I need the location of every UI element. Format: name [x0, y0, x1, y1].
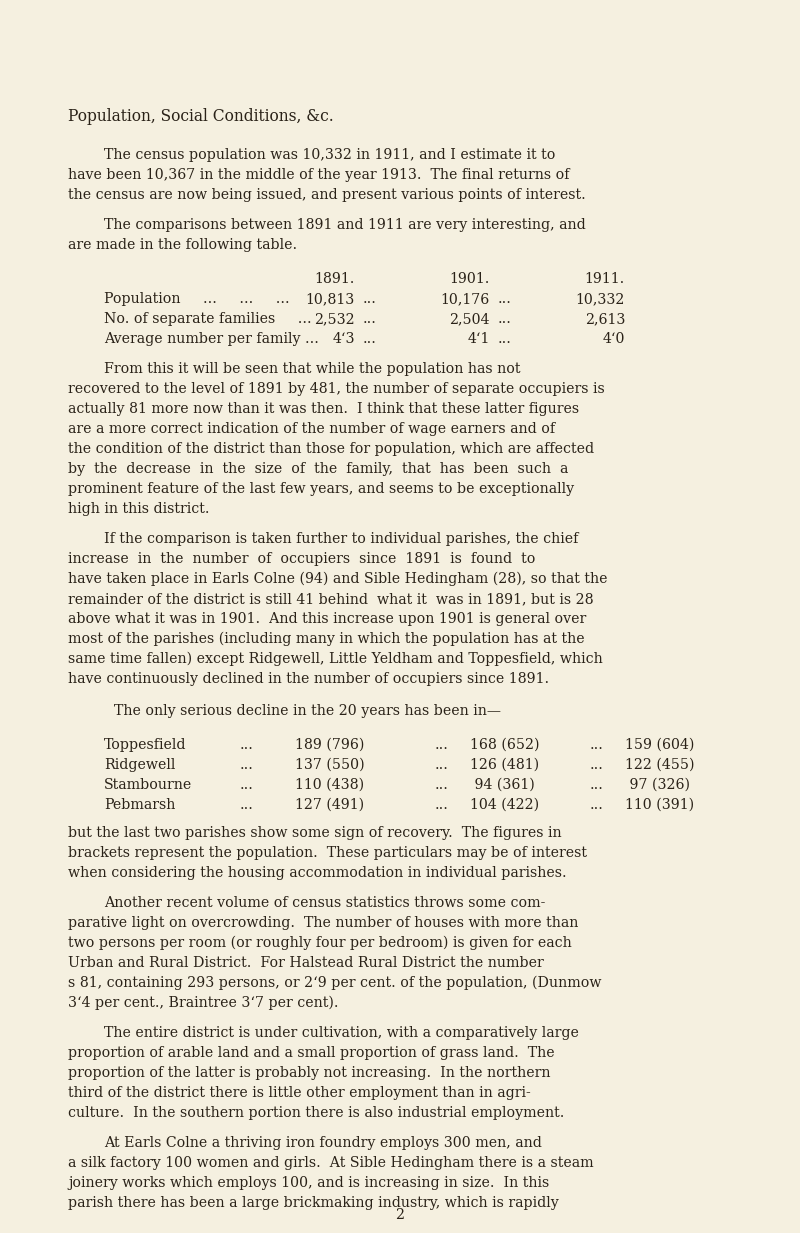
- Text: ...: ...: [590, 778, 604, 792]
- Text: 1911.: 1911.: [585, 272, 625, 286]
- Text: remainder of the district is still 41 behind  what it  was in 1891, but is 28: remainder of the district is still 41 be…: [68, 592, 594, 605]
- Text: ...: ...: [435, 798, 449, 813]
- Text: ...: ...: [240, 798, 254, 813]
- Text: when considering the housing accommodation in individual parishes.: when considering the housing accommodati…: [68, 866, 566, 880]
- Text: ...: ...: [498, 312, 512, 326]
- Text: by  the  decrease  in  the  size  of  the  family,  that  has  been  such  a: by the decrease in the size of the famil…: [68, 462, 568, 476]
- Text: 159 (604): 159 (604): [625, 739, 694, 752]
- Text: most of the parishes (including many in which the population has at the: most of the parishes (including many in …: [68, 633, 585, 646]
- Text: are a more correct indication of the number of wage earners and of: are a more correct indication of the num…: [68, 422, 555, 436]
- Text: above what it was in 1901.  And this increase upon 1901 is general over: above what it was in 1901. And this incr…: [68, 612, 586, 626]
- Text: proportion of the latter is probably not increasing.  In the northern: proportion of the latter is probably not…: [68, 1067, 550, 1080]
- Text: have been 10,367 in the middle of the year 1913.  The final returns of: have been 10,367 in the middle of the ye…: [68, 168, 570, 182]
- Text: ...: ...: [498, 292, 512, 306]
- Text: ...: ...: [498, 332, 512, 346]
- Text: Average number per family ...: Average number per family ...: [104, 332, 319, 346]
- Text: 2: 2: [395, 1208, 405, 1222]
- Text: At Earls Colne a thriving iron foundry employs 300 men, and: At Earls Colne a thriving iron foundry e…: [104, 1136, 542, 1150]
- Text: Pebmarsh: Pebmarsh: [104, 798, 175, 813]
- Text: increase  in  the  number  of  occupiers  since  1891  is  found  to: increase in the number of occupiers sinc…: [68, 552, 535, 566]
- Text: 127 (491): 127 (491): [295, 798, 364, 813]
- Text: From this it will be seen that while the population has not: From this it will be seen that while the…: [104, 363, 521, 376]
- Text: 2,532: 2,532: [314, 312, 355, 326]
- Text: Another recent volume of census statistics throws some com-: Another recent volume of census statisti…: [104, 896, 546, 910]
- Text: Toppesfield: Toppesfield: [104, 739, 186, 752]
- Text: brackets represent the population.  These particulars may be of interest: brackets represent the population. These…: [68, 846, 587, 859]
- Text: a silk factory 100 women and girls.  At Sible Hedingham there is a steam: a silk factory 100 women and girls. At S…: [68, 1157, 594, 1170]
- Text: 2,613: 2,613: [585, 312, 625, 326]
- Text: 4‘1: 4‘1: [468, 332, 490, 346]
- Text: 189 (796): 189 (796): [295, 739, 364, 752]
- Text: ...: ...: [363, 292, 377, 306]
- Text: Population     ...     ...     ...: Population ... ... ...: [104, 292, 290, 306]
- Text: The entire district is under cultivation, with a comparatively large: The entire district is under cultivation…: [104, 1026, 579, 1039]
- Text: 10,176: 10,176: [441, 292, 490, 306]
- Text: 10,332: 10,332: [576, 292, 625, 306]
- Text: ...: ...: [435, 758, 449, 772]
- Text: No. of separate families     ...: No. of separate families ...: [104, 312, 312, 326]
- Text: 4‘3: 4‘3: [333, 332, 355, 346]
- Text: same time fallen) except Ridgewell, Little Yeldham and Toppesfield, which: same time fallen) except Ridgewell, Litt…: [68, 652, 602, 666]
- Text: the condition of the district than those for population, which are affected: the condition of the district than those…: [68, 441, 594, 456]
- Text: If the comparison is taken further to individual parishes, the chief: If the comparison is taken further to in…: [104, 531, 578, 546]
- Text: Ridgewell: Ridgewell: [104, 758, 175, 772]
- Text: two persons per room (or roughly four per bedroom) is given for each: two persons per room (or roughly four pe…: [68, 936, 572, 951]
- Text: 168 (652): 168 (652): [470, 739, 539, 752]
- Text: ...: ...: [590, 798, 604, 813]
- Text: parish there has been a large brickmaking industry, which is rapidly: parish there has been a large brickmakin…: [68, 1196, 558, 1210]
- Text: 3‘4 per cent., Braintree 3‘7 per cent).: 3‘4 per cent., Braintree 3‘7 per cent).: [68, 996, 338, 1010]
- Text: ...: ...: [240, 778, 254, 792]
- Text: 122 (455): 122 (455): [625, 758, 694, 772]
- Text: ...: ...: [363, 312, 377, 326]
- Text: 110 (391): 110 (391): [625, 798, 694, 813]
- Text: 10,813: 10,813: [306, 292, 355, 306]
- Text: The only serious decline in the 20 years has been in—: The only serious decline in the 20 years…: [114, 704, 501, 718]
- Text: recovered to the level of 1891 by 481, the number of separate occupiers is: recovered to the level of 1891 by 481, t…: [68, 382, 605, 396]
- Text: The census population was 10,332 in 1911, and I estimate it to: The census population was 10,332 in 1911…: [104, 148, 555, 162]
- Text: ...: ...: [240, 739, 254, 752]
- Text: ...: ...: [363, 332, 377, 346]
- Text: The comparisons between 1891 and 1911 are very interesting, and: The comparisons between 1891 and 1911 ar…: [104, 218, 586, 232]
- Text: 1891.: 1891.: [314, 272, 355, 286]
- Text: prominent feature of the last few years, and seems to be exceptionally: prominent feature of the last few years,…: [68, 482, 574, 496]
- Text: Urban and Rural District.  For Halstead Rural District the number: Urban and Rural District. For Halstead R…: [68, 956, 544, 970]
- Text: 97 (326): 97 (326): [625, 778, 690, 792]
- Text: 137 (550): 137 (550): [295, 758, 365, 772]
- Text: 104 (422): 104 (422): [470, 798, 539, 813]
- Text: culture.  In the southern portion there is also industrial employment.: culture. In the southern portion there i…: [68, 1106, 564, 1120]
- Text: high in this district.: high in this district.: [68, 502, 210, 515]
- Text: Stambourne: Stambourne: [104, 778, 192, 792]
- Text: 94 (361): 94 (361): [470, 778, 534, 792]
- Text: parative light on overcrowding.  The number of houses with more than: parative light on overcrowding. The numb…: [68, 916, 578, 930]
- Text: 126 (481): 126 (481): [470, 758, 539, 772]
- Text: ...: ...: [435, 778, 449, 792]
- Text: actually 81 more now than it was then.  I think that these latter figures: actually 81 more now than it was then. I…: [68, 402, 579, 416]
- Text: ...: ...: [435, 739, 449, 752]
- Text: but the last two parishes show some sign of recovery.  The figures in: but the last two parishes show some sign…: [68, 826, 562, 840]
- Text: ...: ...: [240, 758, 254, 772]
- Text: 2,504: 2,504: [450, 312, 490, 326]
- Text: are made in the following table.: are made in the following table.: [68, 238, 297, 252]
- Text: third of the district there is little other employment than in agri-: third of the district there is little ot…: [68, 1086, 530, 1100]
- Text: 110 (438): 110 (438): [295, 778, 364, 792]
- Text: joinery works which employs 100, and is increasing in size.  In this: joinery works which employs 100, and is …: [68, 1176, 550, 1190]
- Text: s 81, containing 293 persons, or 2‘9 per cent. of the population, (Dunmow: s 81, containing 293 persons, or 2‘9 per…: [68, 977, 602, 990]
- Text: the census are now being issued, and present various points of interest.: the census are now being issued, and pre…: [68, 187, 586, 202]
- Text: have continuously declined in the number of occupiers since 1891.: have continuously declined in the number…: [68, 672, 549, 686]
- Text: ...: ...: [590, 758, 604, 772]
- Text: ...: ...: [590, 739, 604, 752]
- Text: have taken place in Earls Colne (94) and Sible Hedingham (28), so that the: have taken place in Earls Colne (94) and…: [68, 572, 607, 587]
- Text: Population, Social Conditions, &c.: Population, Social Conditions, &c.: [68, 109, 334, 125]
- Text: proportion of arable land and a small proportion of grass land.  The: proportion of arable land and a small pr…: [68, 1046, 554, 1060]
- Text: 1901.: 1901.: [450, 272, 490, 286]
- Text: 4‘0: 4‘0: [602, 332, 625, 346]
